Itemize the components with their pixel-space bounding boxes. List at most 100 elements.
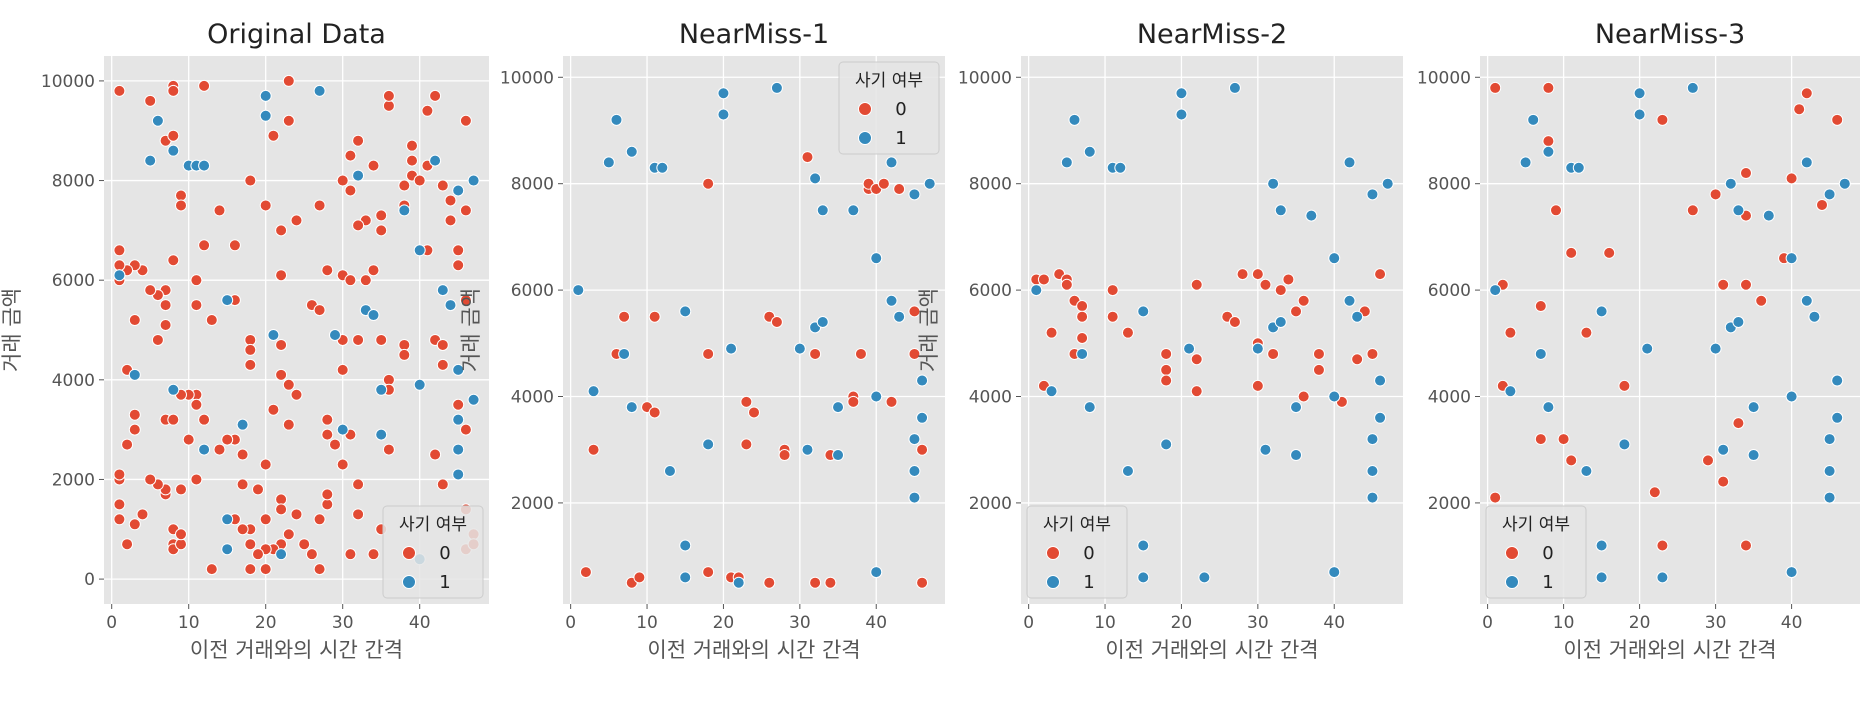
data-point-class-1 <box>452 184 465 197</box>
data-point-class-0 <box>259 458 272 471</box>
data-point-class-0 <box>801 151 814 164</box>
data-point-class-1 <box>198 443 211 456</box>
data-point-class-0 <box>275 493 288 506</box>
y-tick-label: 8000 <box>1428 175 1471 195</box>
data-point-class-1 <box>908 464 921 477</box>
data-point-class-0 <box>459 423 472 436</box>
data-point-class-1 <box>1633 108 1646 121</box>
data-point-class-0 <box>121 538 134 551</box>
data-point-class-1 <box>885 294 898 307</box>
data-point-class-0 <box>1160 363 1173 376</box>
data-point-class-1 <box>1717 443 1730 456</box>
data-point-class-0 <box>259 513 272 526</box>
data-point-class-0 <box>648 310 661 323</box>
data-point-class-0 <box>321 413 334 426</box>
data-point-class-1 <box>725 342 738 355</box>
data-point-class-0 <box>1190 353 1203 366</box>
data-point-class-0 <box>290 214 303 227</box>
data-point-class-1 <box>1351 310 1364 323</box>
data-point-class-0 <box>444 214 457 227</box>
data-point-class-1 <box>1534 347 1547 360</box>
data-point-class-1 <box>398 204 411 217</box>
data-point-class-0 <box>290 508 303 521</box>
data-point-class-1 <box>1076 347 1089 360</box>
data-point-class-0 <box>344 548 357 561</box>
data-point-class-0 <box>1580 326 1593 339</box>
y-axis-label: 거래 금액 <box>0 288 24 372</box>
data-point-class-1 <box>625 401 638 414</box>
data-point-class-1 <box>1823 188 1836 201</box>
data-point-class-0 <box>1785 172 1798 185</box>
legend: 사기 여부 0 1 <box>382 505 484 599</box>
data-point-class-1 <box>1381 177 1394 190</box>
y-tick-label: 6000 <box>969 281 1012 301</box>
data-point-class-0 <box>198 413 211 426</box>
data-point-class-0 <box>175 538 187 551</box>
data-point-class-0 <box>579 566 592 579</box>
data-point-class-1 <box>717 108 730 121</box>
y-tick-label: 10000 <box>500 68 554 88</box>
data-point-class-1 <box>336 423 349 436</box>
data-point-class-0 <box>1648 486 1661 499</box>
chart-panel-1: 0 10 20 30 400200040006000800010000Original … <box>0 19 489 662</box>
data-point-class-0 <box>244 563 257 576</box>
x-tick-label: 30 <box>789 613 811 633</box>
data-point-class-0 <box>406 154 418 167</box>
data-point-class-0 <box>382 443 395 456</box>
x-tick-label: 0 <box>565 613 576 633</box>
data-point-class-1 <box>1267 177 1280 190</box>
data-point-class-0 <box>1037 273 1050 286</box>
data-point-class-0 <box>190 398 203 411</box>
data-point-class-1 <box>602 156 615 169</box>
data-point-class-0 <box>259 563 272 576</box>
data-point-class-1 <box>436 284 449 297</box>
data-point-class-0 <box>321 498 334 511</box>
data-point-class-1 <box>221 513 234 526</box>
data-point-class-0 <box>313 513 326 526</box>
y-tick-label: 4000 <box>511 388 554 408</box>
data-point-class-0 <box>228 239 241 252</box>
data-point-class-1 <box>1595 539 1608 552</box>
data-point-class-0 <box>398 338 411 351</box>
data-point-class-0 <box>1312 363 1325 376</box>
data-point-class-1 <box>1251 342 1264 355</box>
data-point-class-0 <box>1106 310 1119 323</box>
data-point-class-1 <box>1504 385 1517 398</box>
data-point-class-1 <box>375 428 388 441</box>
data-point-class-0 <box>1504 326 1517 339</box>
data-point-class-0 <box>113 498 126 511</box>
data-point-class-0 <box>182 433 195 446</box>
data-point-class-0 <box>1542 81 1555 94</box>
y-tick-label: 4000 <box>969 388 1012 408</box>
data-point-class-0 <box>1190 385 1203 398</box>
data-point-class-1 <box>313 84 326 97</box>
data-point-class-0 <box>352 134 365 147</box>
data-point-class-1 <box>679 539 692 552</box>
chart-title: NearMiss-3 <box>1595 19 1745 50</box>
data-point-class-0 <box>1366 347 1379 360</box>
data-point-class-0 <box>1816 198 1828 211</box>
data-point-class-1 <box>1290 401 1303 414</box>
data-point-class-0 <box>452 244 465 257</box>
data-point-class-0 <box>290 388 303 401</box>
data-point-class-1 <box>663 464 676 477</box>
legend-label: 0 <box>439 543 450 564</box>
data-point-class-1 <box>413 378 426 391</box>
data-point-class-0 <box>702 566 715 579</box>
data-point-class-0 <box>244 343 257 356</box>
data-point-class-0 <box>259 199 272 212</box>
data-point-class-0 <box>452 259 465 272</box>
data-point-class-0 <box>344 149 357 162</box>
data-point-class-0 <box>305 548 318 561</box>
data-point-class-0 <box>1076 331 1089 344</box>
y-tick-label: 8000 <box>52 172 95 192</box>
data-point-class-0 <box>313 199 326 212</box>
x-tick-label: 0 <box>1482 613 1493 633</box>
data-point-class-1 <box>1366 464 1379 477</box>
x-tick-label: 20 <box>713 613 735 633</box>
x-tick-label: 20 <box>1629 613 1651 633</box>
data-point-class-0 <box>113 259 126 272</box>
data-point-class-0 <box>809 576 822 589</box>
data-point-class-0 <box>648 406 661 419</box>
data-point-class-0 <box>175 199 187 212</box>
